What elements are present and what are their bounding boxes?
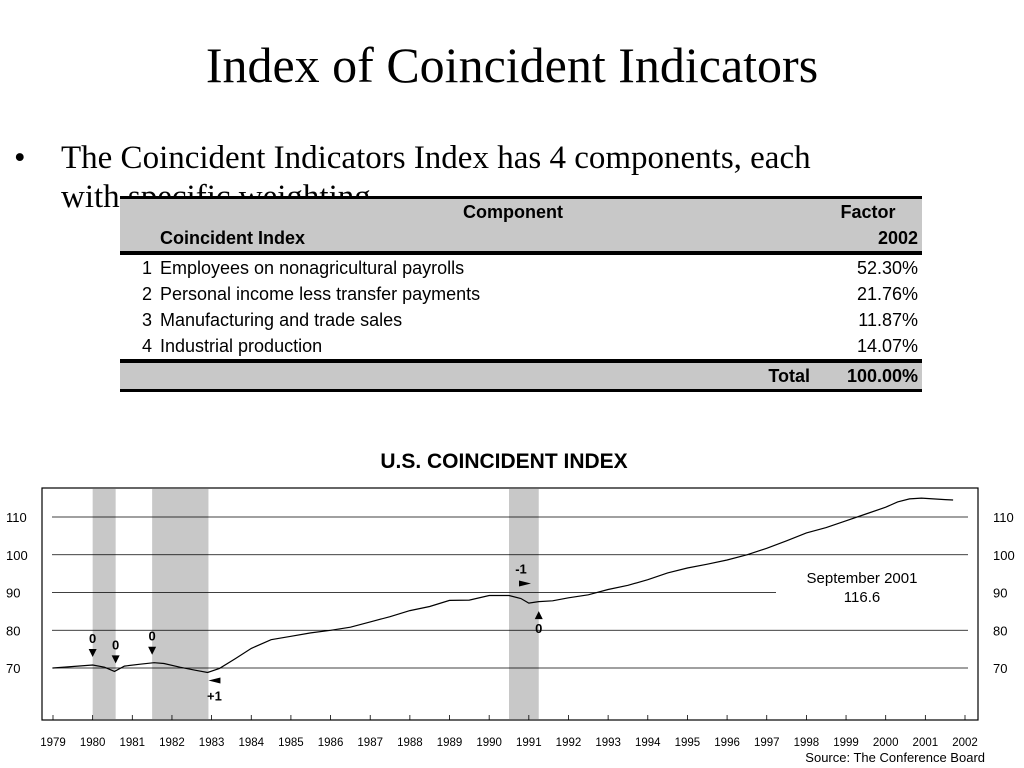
turning-point-marker: 0 [534, 611, 543, 636]
marker-arrow [88, 648, 97, 657]
total-value: 100.00% [814, 359, 922, 392]
table-subheader-row: Coincident Index 2002 [120, 225, 922, 255]
x-tick-label: 1995 [675, 737, 701, 749]
total-label: Total [156, 359, 814, 392]
y-tick-label-left: 100 [6, 548, 28, 563]
component-name: Manufacturing and trade sales [160, 310, 403, 330]
y-tick-label-right: 110 [993, 510, 1014, 525]
turning-point-marker: -1 [515, 562, 531, 587]
x-tick-label: 1991 [516, 737, 542, 749]
x-tick-label: 2000 [873, 737, 899, 749]
x-tick-label: 1999 [833, 737, 859, 749]
x-tick-label: 2001 [913, 737, 939, 749]
x-tick-label: 1983 [199, 737, 225, 749]
y-tick-label-left: 80 [6, 623, 20, 638]
y-tick-label-right: 100 [993, 548, 1015, 563]
bullet-line-1: The Coincident Indicators Index has 4 co… [61, 140, 811, 176]
x-tick-label: 1984 [238, 737, 264, 749]
y-tick-label-left: 110 [6, 510, 27, 525]
table-row: 4 Industrial production 14.07% [120, 333, 922, 361]
y-tick-label-left: 90 [6, 586, 20, 601]
table-row: 2 Personal income less transfer payments… [120, 281, 922, 307]
x-tick-label: 1980 [80, 737, 106, 749]
series-line-coincident-index [52, 497, 954, 674]
x-tick-label: 2002 [952, 737, 978, 749]
turning-point-annotations: 0 0 0 +1 -1 0 [88, 562, 543, 704]
recession-band [509, 489, 539, 719]
table-header-row: Component Factor [120, 196, 922, 225]
component-weight: 21.76% [856, 284, 918, 304]
chart-title: U.S. COINCIDENT INDEX [380, 450, 627, 473]
marker-arrow [148, 646, 157, 655]
recession-band [152, 489, 209, 719]
y-axis-labels: 70 70 80 80 90 90 100 100 110 110 [6, 510, 1015, 676]
x-tick-label: 1979 [40, 737, 66, 749]
row-number: 2 [141, 284, 152, 304]
y-tick-label-left: 70 [6, 661, 20, 676]
component-name: Personal income less transfer payments [160, 284, 481, 304]
table-row: 1 Employees on nonagricultural payrolls … [120, 253, 922, 281]
marker-label: 0 [112, 637, 119, 652]
callout-box [776, 564, 972, 612]
x-tick-label: 1990 [476, 737, 502, 749]
marker-arrow [111, 655, 120, 664]
table-row: 3 Manufacturing and trade sales 11.87% [120, 307, 922, 333]
marker-label: -1 [515, 562, 527, 577]
x-tick-label: 1986 [318, 737, 344, 749]
row-number: 4 [141, 336, 152, 356]
coincident-index-chart: U.S. COINCIDENT INDEX 70 70 80 80 90 90 100 100… [6, 450, 1015, 765]
marker-arrow [208, 677, 221, 684]
recession-shading [92, 489, 539, 719]
marker-label: 0 [149, 629, 156, 644]
turning-point-marker: 0 [111, 637, 120, 664]
component-weight: 11.87% [858, 310, 918, 330]
x-tick-label: 1997 [754, 737, 780, 749]
marker-label: +1 [207, 689, 222, 704]
x-axis-labels: 1979 1980 1981 1982 1983 1984 1985 1986 1987 1988… [40, 715, 978, 749]
y-tick-label-right: 90 [993, 586, 1007, 601]
header-factor: Factor [814, 196, 922, 225]
marker-label: 0 [535, 621, 542, 636]
y-tick-label-right: 80 [993, 623, 1007, 638]
row-number: 1 [141, 258, 152, 278]
x-tick-label: 1981 [120, 737, 146, 749]
chart-source: Source: The Conference Board [805, 750, 985, 765]
x-tick-label: 1994 [635, 737, 661, 749]
header-year: 2002 [814, 225, 922, 255]
marker-arrow [519, 580, 531, 587]
bullet-marker: • [14, 140, 26, 176]
turning-point-marker: 0 [148, 629, 157, 655]
table-total-row: Total 100.00% [120, 359, 922, 392]
header-coincident-index: Coincident Index [156, 225, 814, 255]
slide-title: Index of Coincident Indicators [205, 37, 819, 93]
x-tick-label: 1982 [159, 737, 185, 749]
component-weights-table: Component Factor Coincident Index 2002 1… [120, 196, 922, 392]
component-weight: 52.30% [856, 258, 918, 278]
x-tick-label: 1989 [437, 737, 463, 749]
turning-point-marker: 0 [88, 631, 97, 657]
component-name: Employees on nonagricultural payrolls [160, 258, 465, 278]
recession-band [92, 489, 116, 719]
x-tick-label: 1996 [714, 737, 740, 749]
marker-label: 0 [89, 631, 96, 646]
turning-point-marker: +1 [207, 677, 222, 704]
x-tick-label: 1992 [556, 737, 582, 749]
x-tick-label: 1987 [357, 737, 383, 749]
callout-label: September 2001 [807, 570, 918, 587]
component-name: Industrial production [160, 336, 323, 356]
row-number: 3 [141, 310, 152, 330]
y-tick-label-right: 70 [993, 661, 1007, 676]
x-tick-label: 1993 [595, 737, 621, 749]
component-weight: 14.07% [856, 336, 918, 356]
header-component: Component [156, 196, 814, 225]
x-tick-label: 1988 [397, 737, 423, 749]
x-tick-label: 1998 [794, 737, 820, 749]
callout-value: 116.6 [844, 589, 880, 606]
x-tick-label: 1985 [278, 737, 304, 749]
marker-arrow [534, 611, 543, 620]
